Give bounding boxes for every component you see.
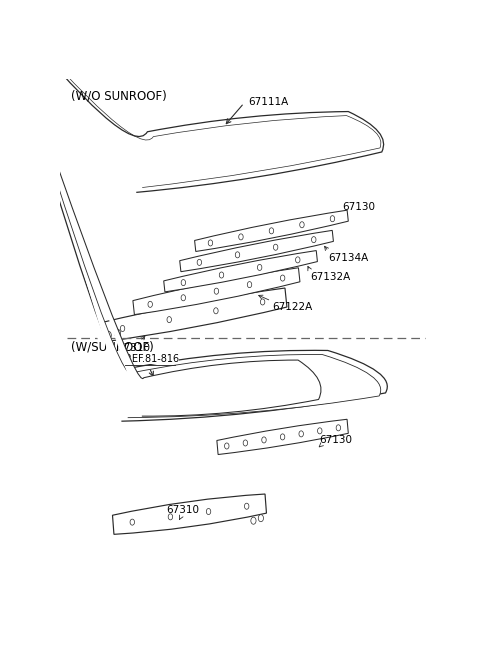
Text: 67134A: 67134A	[329, 253, 369, 263]
Circle shape	[296, 257, 300, 263]
Circle shape	[181, 279, 186, 285]
Text: 67132A: 67132A	[310, 272, 350, 282]
Circle shape	[262, 437, 266, 443]
PathPatch shape	[98, 288, 287, 342]
PathPatch shape	[133, 268, 300, 315]
Circle shape	[280, 275, 285, 281]
Text: (W/O SUNROOF): (W/O SUNROOF)	[71, 90, 167, 103]
Circle shape	[148, 301, 153, 308]
PathPatch shape	[125, 354, 381, 418]
Circle shape	[214, 288, 219, 295]
Circle shape	[167, 317, 171, 323]
PathPatch shape	[118, 350, 387, 421]
Text: 67130: 67130	[320, 436, 353, 445]
Text: 67111A: 67111A	[248, 97, 288, 107]
Text: REF.81-816: REF.81-816	[125, 354, 179, 364]
PathPatch shape	[134, 112, 384, 192]
Circle shape	[274, 244, 278, 251]
Circle shape	[300, 222, 304, 228]
Circle shape	[120, 325, 125, 331]
Circle shape	[280, 434, 285, 440]
PathPatch shape	[180, 230, 334, 272]
Circle shape	[247, 281, 252, 288]
PathPatch shape	[112, 494, 266, 535]
Circle shape	[243, 440, 248, 446]
Circle shape	[260, 299, 265, 305]
PathPatch shape	[164, 251, 317, 292]
Circle shape	[106, 331, 111, 339]
Circle shape	[168, 514, 173, 520]
Circle shape	[130, 519, 134, 525]
Circle shape	[206, 508, 211, 514]
Circle shape	[225, 443, 229, 449]
Circle shape	[257, 264, 262, 270]
Circle shape	[115, 329, 120, 337]
Text: 67310: 67310	[166, 505, 199, 515]
Text: 67310: 67310	[118, 343, 151, 354]
Circle shape	[181, 295, 186, 301]
PathPatch shape	[139, 360, 321, 416]
Circle shape	[235, 252, 240, 258]
Circle shape	[299, 431, 303, 437]
Circle shape	[197, 259, 202, 266]
PathPatch shape	[217, 419, 348, 455]
Circle shape	[336, 425, 341, 431]
Text: 67122A: 67122A	[272, 302, 312, 312]
Circle shape	[312, 237, 316, 243]
Circle shape	[269, 228, 274, 234]
Circle shape	[244, 503, 249, 509]
Circle shape	[318, 428, 322, 434]
Text: 67130: 67130	[343, 201, 376, 212]
PathPatch shape	[194, 210, 348, 251]
Circle shape	[219, 272, 224, 278]
Text: (W/SUNROOF): (W/SUNROOF)	[71, 340, 154, 354]
Circle shape	[214, 308, 218, 314]
Circle shape	[251, 517, 256, 524]
Circle shape	[258, 515, 264, 522]
Circle shape	[208, 240, 213, 246]
Circle shape	[330, 216, 335, 222]
Circle shape	[239, 234, 243, 240]
